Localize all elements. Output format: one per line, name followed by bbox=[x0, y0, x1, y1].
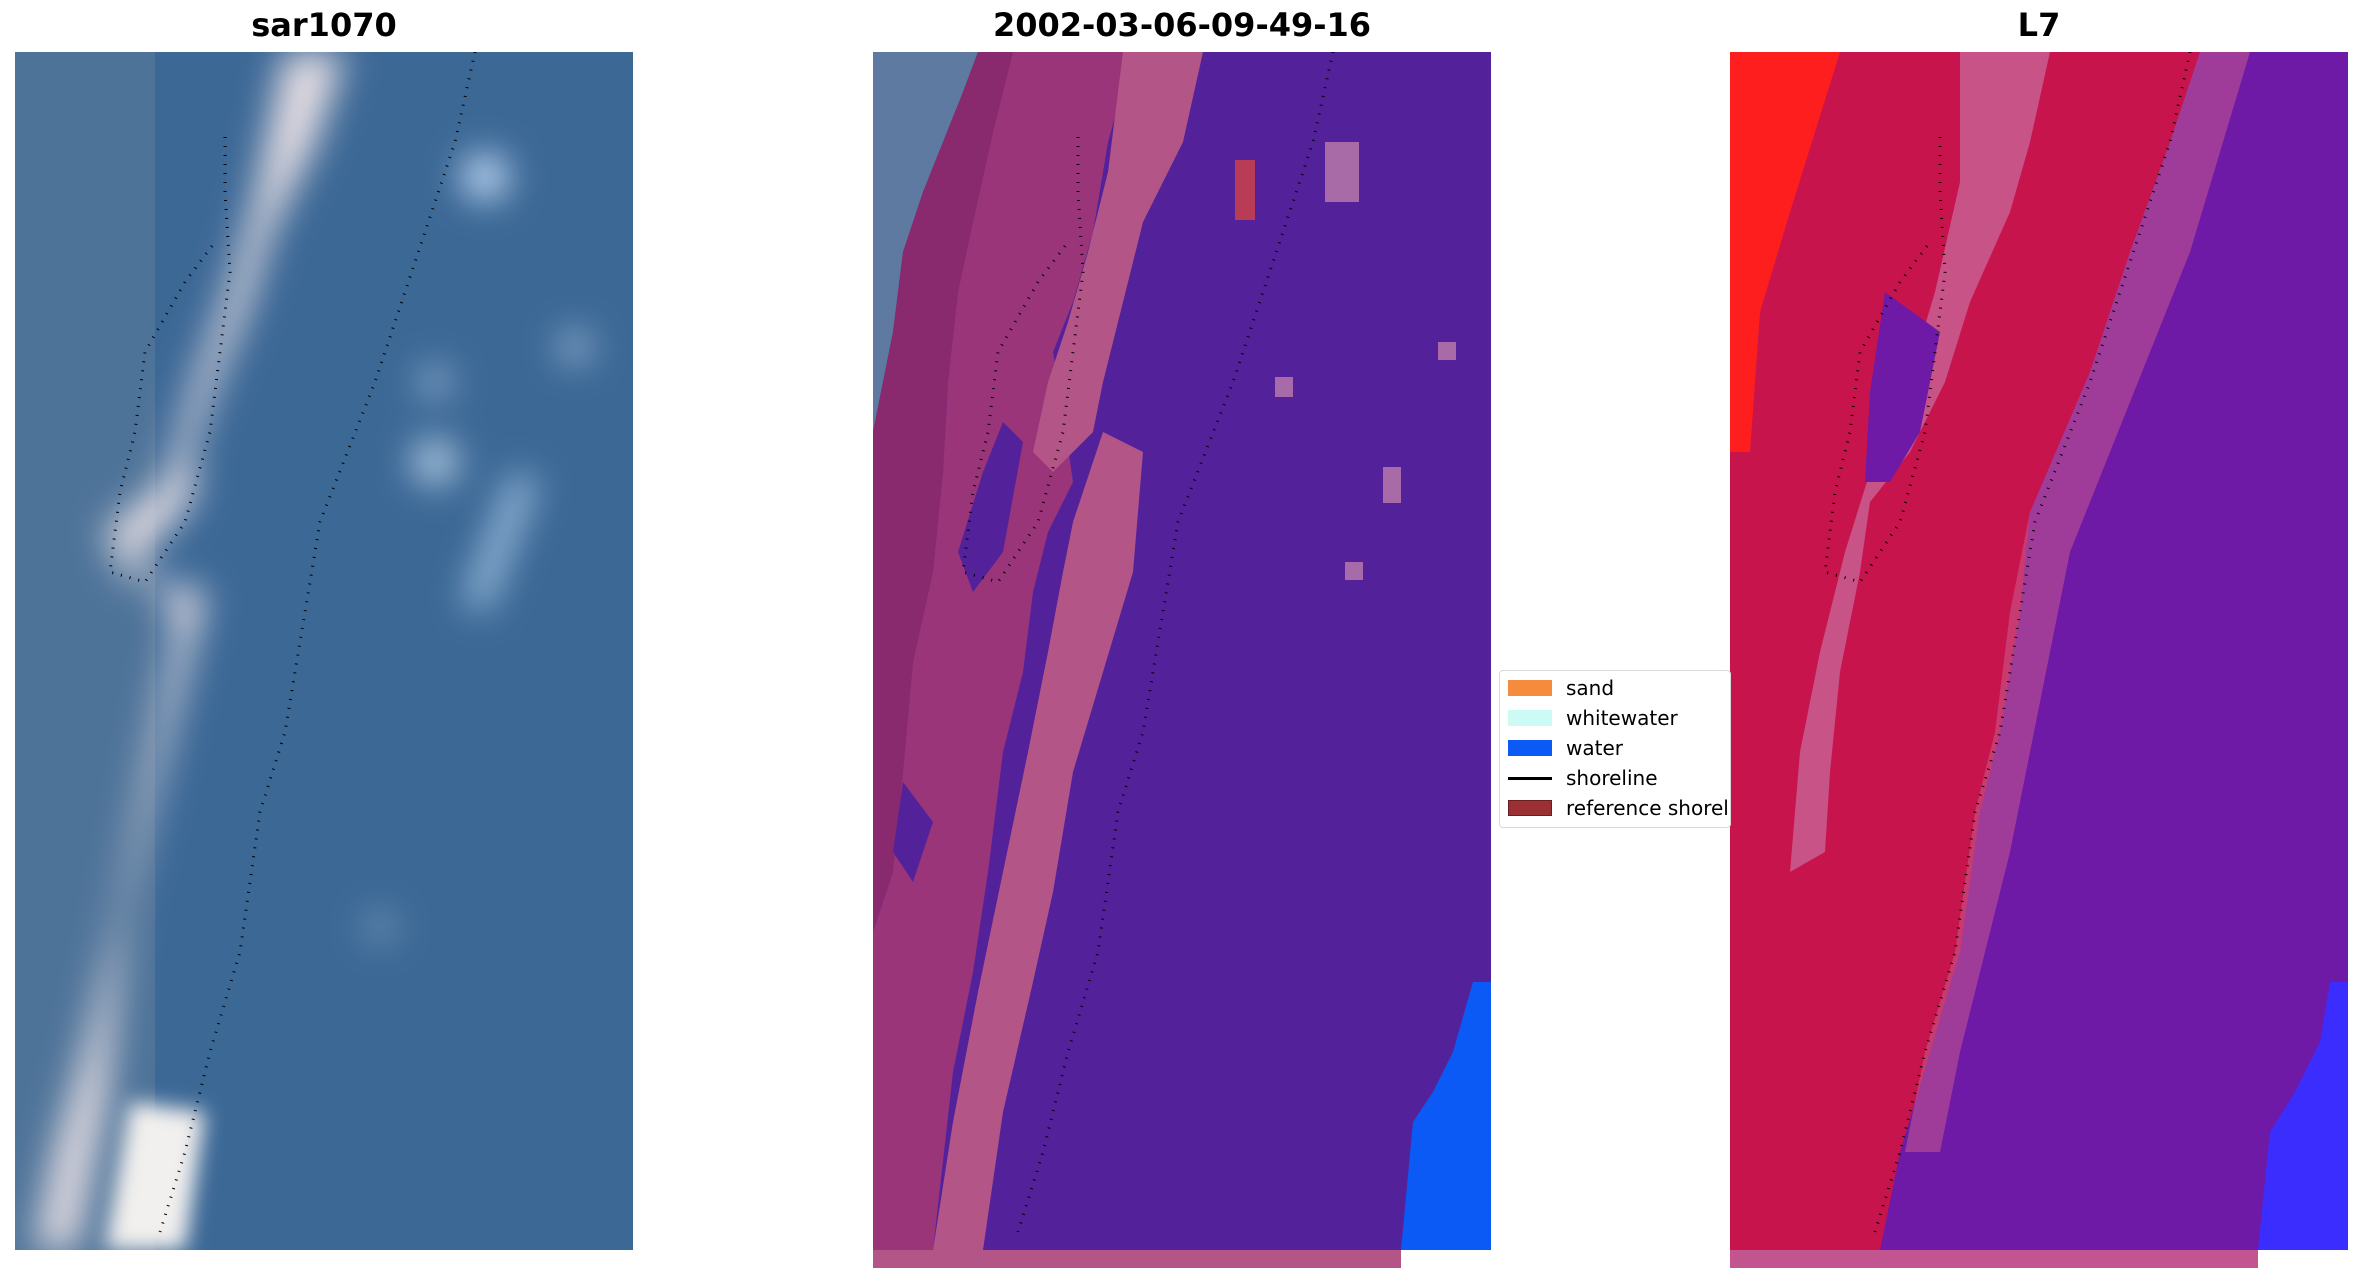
reference-shoreline-swatch bbox=[1508, 800, 1552, 816]
index-image bbox=[1730, 52, 2348, 1250]
sand-swatch bbox=[1508, 680, 1552, 696]
rgb-image bbox=[15, 52, 633, 1250]
classified-image bbox=[873, 52, 1491, 1250]
shoreline-line-icon bbox=[1508, 770, 1552, 786]
legend-label-sand: sand bbox=[1566, 676, 1615, 700]
index-image-panel bbox=[1730, 52, 2348, 1250]
rgb-image-panel bbox=[15, 52, 633, 1250]
legend-item-water: water bbox=[1508, 735, 1623, 761]
index-shoreline bbox=[1823, 52, 2192, 1233]
panel-title-l7: L7 bbox=[2017, 6, 2061, 44]
classified-image-panel bbox=[873, 52, 1491, 1250]
whitewater-swatch bbox=[1508, 710, 1552, 726]
panel-title-date: 2002-03-06-09-49-16 bbox=[992, 6, 1372, 44]
rgb-shoreline bbox=[108, 52, 477, 1233]
legend: sand whitewater water shoreline referenc… bbox=[1499, 670, 1731, 828]
legend-item-whitewater: whitewater bbox=[1508, 705, 1678, 731]
classified-bottom-strip bbox=[873, 1250, 1401, 1268]
water-swatch bbox=[1508, 740, 1552, 756]
legend-label-whitewater: whitewater bbox=[1566, 706, 1678, 730]
legend-item-shoreline: shoreline bbox=[1508, 765, 1658, 791]
legend-label-shoreline: shoreline bbox=[1566, 766, 1658, 790]
legend-label-reference-shoreline: reference shoreline bbox=[1566, 796, 1730, 820]
legend-item-sand: sand bbox=[1508, 675, 1614, 701]
classified-shoreline bbox=[961, 52, 1335, 1233]
index-bottom-strip bbox=[1730, 1250, 2258, 1268]
legend-item-reference-shoreline: reference shoreline bbox=[1508, 795, 1730, 821]
legend-label-water: water bbox=[1566, 736, 1623, 760]
panel-title-sar1070: sar1070 bbox=[251, 6, 397, 44]
